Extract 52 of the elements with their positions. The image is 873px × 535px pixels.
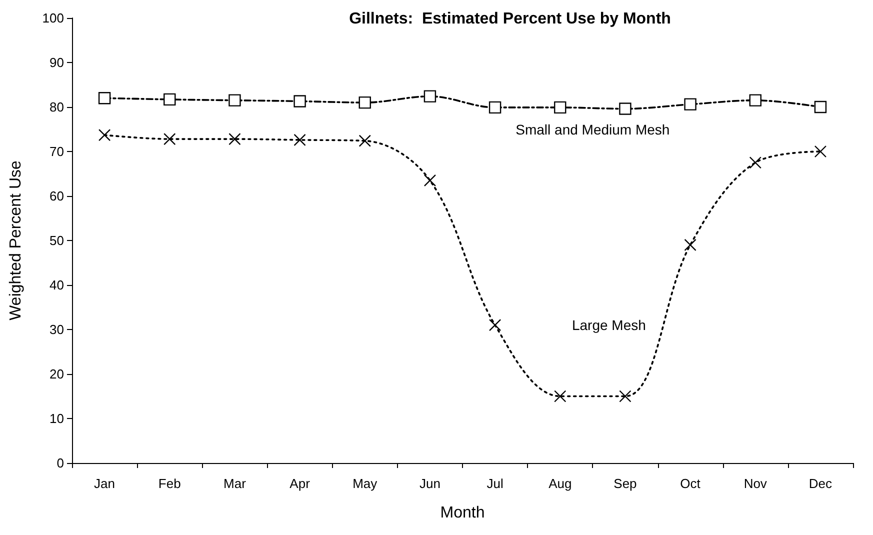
point [749, 156, 762, 169]
x-tick-label: Feb [158, 476, 181, 491]
point [294, 134, 306, 146]
x-tick-label: Jan [94, 476, 116, 491]
x-tick-label: Mar [224, 476, 247, 491]
point [814, 145, 827, 158]
x-tick-label: May [352, 476, 378, 491]
point [358, 134, 371, 147]
x-tick-label: Jul [486, 476, 504, 491]
point [619, 390, 632, 402]
point [554, 101, 566, 114]
y-tick-label: 80 [50, 100, 64, 114]
x-tick-label: Apr [290, 476, 311, 491]
y-tick-label: 90 [50, 55, 64, 70]
point [424, 174, 436, 187]
point [554, 390, 566, 402]
x-tick-label: Nov [744, 476, 768, 491]
point [98, 92, 111, 104]
y-tick-label: 10 [50, 411, 64, 426]
x-tick-label: Sep [614, 476, 637, 491]
x-axis-title: Month [440, 504, 485, 522]
chart-title: Gillnets: Estimated Percent Use by Month [349, 10, 671, 28]
point [164, 132, 176, 146]
y-tick-label: 40 [50, 278, 64, 292]
point [228, 94, 241, 106]
point [228, 132, 241, 146]
point [684, 238, 696, 252]
y-axis-title: Weighted Percent Use [8, 160, 24, 320]
y-tick-label: 50 [50, 233, 64, 248]
y-tick-label: 20 [50, 366, 64, 382]
x-tick-label: Aug [548, 476, 572, 491]
y-tick-label: 60 [50, 188, 64, 204]
point [98, 128, 111, 142]
series-label: Small and Medium Mesh [516, 121, 670, 138]
point [424, 90, 436, 102]
x-tick-label: Dec [808, 476, 833, 491]
x-tick-label: Jun [419, 476, 440, 491]
series-label: Large Mesh [572, 317, 646, 334]
x-tick-label: Oct [680, 476, 701, 491]
point [684, 98, 696, 110]
point [488, 101, 502, 114]
y-tick-label: 70 [50, 144, 64, 159]
point [294, 95, 306, 108]
y-tick-label: 0 [56, 456, 64, 470]
point [619, 102, 632, 115]
point [488, 318, 502, 332]
point [814, 100, 827, 114]
point [358, 96, 371, 109]
point [749, 94, 762, 106]
y-tick-label: 100 [42, 10, 64, 26]
y-tick-label: 30 [50, 322, 64, 337]
point [164, 93, 176, 106]
